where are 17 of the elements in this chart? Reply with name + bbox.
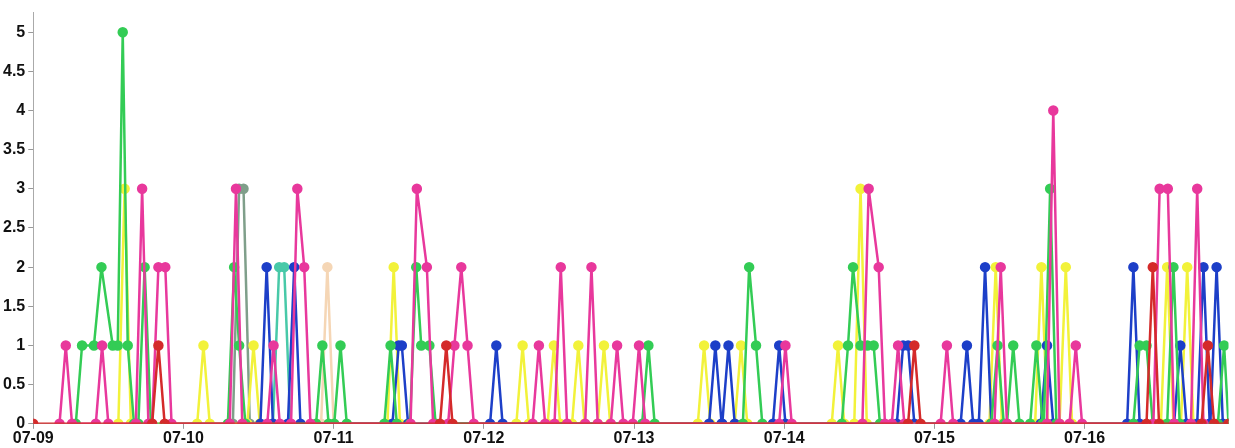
- x-tick-label: 07-16: [1064, 428, 1106, 446]
- x-tick-label: 07-11: [313, 428, 354, 446]
- y-tick-label: 0.5: [2, 375, 26, 393]
- y-tick-label: 2.5: [2, 218, 26, 236]
- x-tick-label: 07-12: [463, 428, 505, 446]
- y-tick-label: 3: [16, 179, 26, 197]
- x-tick-label: 07-10: [162, 428, 204, 446]
- y-tick-label: 3.5: [2, 140, 26, 158]
- y-tick-label: 5: [16, 22, 26, 40]
- y-tick-label: 2: [16, 257, 26, 275]
- x-tick-label: 07-15: [913, 428, 955, 446]
- y-tick-label: 1.5: [2, 296, 26, 314]
- x-tick-label: 07-14: [763, 428, 805, 446]
- x-tick-label: 07-13: [613, 428, 655, 446]
- y-tick-label: 4.5: [2, 61, 26, 79]
- y-tick-label: 1: [16, 335, 26, 353]
- y-tick-label: 4: [16, 100, 26, 118]
